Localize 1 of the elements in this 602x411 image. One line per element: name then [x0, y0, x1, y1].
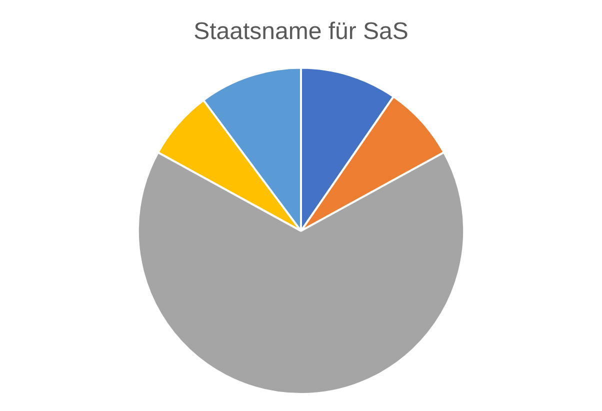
chart-title: Staatsname für SaS	[194, 18, 408, 46]
